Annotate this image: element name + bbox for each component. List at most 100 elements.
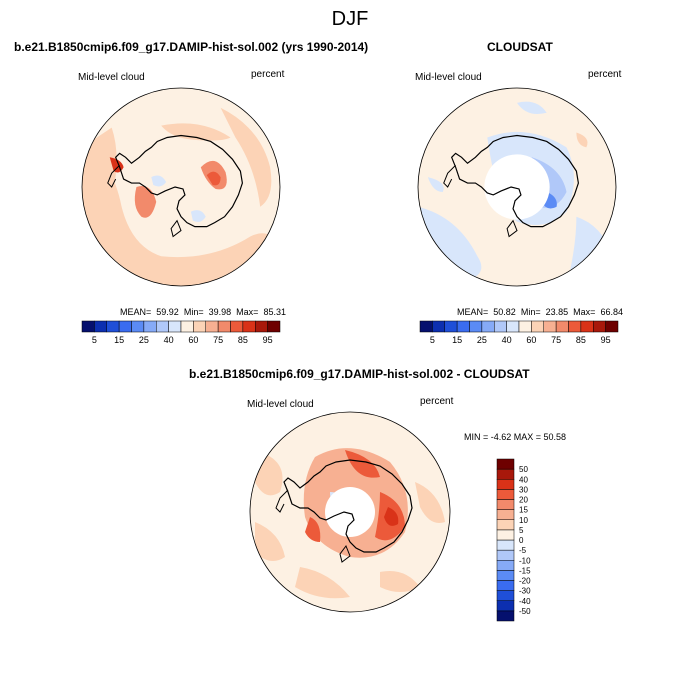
obs-region-ne-high bbox=[576, 132, 588, 148]
model-colorbar-box bbox=[180, 320, 194, 333]
obs-mean-label: MEAN= bbox=[457, 307, 489, 317]
diff-colorbar-box bbox=[496, 600, 515, 612]
diff-colorbar-tick-label: -40 bbox=[519, 597, 531, 606]
model-colorbar-box bbox=[94, 320, 107, 333]
diff-colorbar-box bbox=[496, 509, 515, 520]
model-colorbar-box bbox=[217, 320, 231, 333]
model-colorbar-tick-label: 5 bbox=[92, 335, 97, 345]
model-region-east bbox=[220, 107, 272, 207]
obs-colorbar-tick-label: 40 bbox=[502, 335, 512, 345]
diff-map bbox=[250, 412, 450, 612]
model-region-west bbox=[82, 127, 117, 237]
diff-missing-region bbox=[325, 487, 375, 537]
model-colorbar-box bbox=[193, 320, 206, 333]
diff-region-north-high bbox=[345, 450, 380, 478]
obs-colorbar-box bbox=[518, 320, 532, 333]
model-region-plateau-core bbox=[206, 171, 221, 186]
diff-variable-label: Mid-level cloud bbox=[247, 399, 314, 410]
diff-region-south-1 bbox=[295, 567, 350, 599]
obs-colorbar-box bbox=[419, 320, 433, 333]
obs-colorbar-box bbox=[605, 320, 619, 333]
diff-panel-title: b.e21.B1850cmip6.f09_g17.DAMIP-hist-sol.… bbox=[189, 367, 530, 381]
diff-colorbar-box bbox=[496, 519, 515, 531]
obs-max-value: 66.84 bbox=[600, 307, 623, 317]
model-max-label: Max= bbox=[236, 307, 259, 317]
obs-min-value: 23.85 bbox=[545, 307, 569, 317]
obs-colorbar-box bbox=[580, 320, 594, 333]
obs-variable-label: Mid-level cloud bbox=[415, 72, 482, 83]
diff-colorbar-box bbox=[496, 560, 515, 571]
obs-colorbar-tick-label: 15 bbox=[452, 335, 462, 345]
diff-colorbar-box bbox=[496, 590, 515, 601]
model-units-label: percent bbox=[251, 69, 285, 80]
model-mean-value: 59.92 bbox=[156, 307, 179, 317]
diff-colorbar-box bbox=[496, 458, 515, 470]
obs-colorbar-box bbox=[506, 320, 520, 333]
obs-colorbar-tick-label: 5 bbox=[430, 335, 435, 345]
diff-colorbar-box bbox=[496, 479, 515, 490]
diff-colorbar-tick-label: 20 bbox=[519, 496, 528, 505]
diff-colorbar-tick-label: 30 bbox=[519, 485, 528, 494]
model-region-ross bbox=[134, 186, 157, 218]
model-colorbar-tick-label: 85 bbox=[238, 335, 248, 345]
obs-colorbar-box bbox=[593, 320, 606, 333]
model-colorbar-tick-label: 25 bbox=[139, 335, 149, 345]
diff-colorbar-box bbox=[496, 468, 515, 480]
diff-region-ross-high bbox=[305, 517, 321, 542]
obs-colorbar-tick-label: 75 bbox=[551, 335, 561, 345]
diff-region-south-2 bbox=[380, 571, 420, 592]
diff-region-west-2 bbox=[255, 522, 285, 561]
model-colorbar-box bbox=[156, 320, 169, 333]
obs-region-north-low bbox=[517, 101, 547, 114]
model-max-value: 85.31 bbox=[263, 307, 286, 317]
diff-colorbar-tick-label: -15 bbox=[519, 566, 531, 575]
obs-colorbar-box bbox=[432, 320, 445, 333]
diff-colorbar-tick-label: -50 bbox=[519, 607, 531, 616]
obs-colorbar-tick-label: 85 bbox=[576, 335, 586, 345]
diff-units-label: percent bbox=[420, 396, 454, 407]
obs-colorbar-box bbox=[543, 320, 557, 333]
model-min-label: Min= bbox=[183, 307, 204, 317]
diff-colorbar-tick-label: -20 bbox=[519, 577, 531, 586]
diff-colorbar-box bbox=[496, 529, 515, 541]
obs-region-w-low bbox=[427, 177, 444, 192]
model-colorbar-tick-label: 95 bbox=[263, 335, 273, 345]
diff-colorbar-tick-label: 10 bbox=[519, 516, 528, 525]
obs-colorbar-box bbox=[481, 320, 495, 333]
diff-colorbar-box bbox=[496, 489, 515, 500]
model-colorbar-box bbox=[242, 320, 256, 333]
model-variable-label: Mid-level cloud bbox=[78, 72, 145, 83]
model-colorbar-box bbox=[118, 320, 132, 333]
obs-map-border bbox=[417, 87, 617, 287]
model-colorbar-tick-label: 60 bbox=[188, 335, 198, 345]
diff-colorbar-tick-label: -5 bbox=[519, 546, 527, 555]
diff-colorbar-box bbox=[496, 570, 515, 581]
model-colorbar-box bbox=[230, 320, 244, 333]
obs-colorbar-tick-label: 60 bbox=[526, 335, 536, 345]
obs-panel-title: CLOUDSAT bbox=[487, 40, 553, 54]
diff-region-east-max bbox=[384, 507, 399, 526]
obs-stats: MEAN= 50.82 Min= 23.85 Max= 66.84 bbox=[457, 307, 623, 317]
model-map-border bbox=[81, 87, 281, 287]
diff-colorbar-box bbox=[496, 610, 515, 622]
obs-colorbar-tick-label: 25 bbox=[477, 335, 487, 345]
obs-mean-value: 50.82 bbox=[493, 307, 516, 317]
model-colorbar-tick-label: 40 bbox=[164, 335, 174, 345]
diff-colorbar-tick-label: 5 bbox=[519, 526, 524, 535]
diff-colorbar-box bbox=[496, 580, 515, 591]
obs-colorbar-box bbox=[568, 320, 582, 333]
obs-colorbar-box bbox=[469, 320, 483, 333]
model-stats: MEAN= 59.92 Min= 39.98 Max= 85.31 bbox=[120, 307, 286, 317]
model-colorbar-box bbox=[205, 320, 219, 333]
model-colorbar-box bbox=[131, 320, 145, 333]
model-colorbar-box bbox=[255, 320, 268, 333]
obs-colorbar-box bbox=[456, 320, 470, 333]
model-mean-label: MEAN= bbox=[120, 307, 152, 317]
model-colorbar-box bbox=[106, 320, 120, 333]
diff-region-east bbox=[415, 482, 445, 523]
figure-title: DJF bbox=[331, 8, 369, 30]
obs-colorbar-box bbox=[555, 320, 569, 333]
obs-map bbox=[418, 88, 616, 286]
